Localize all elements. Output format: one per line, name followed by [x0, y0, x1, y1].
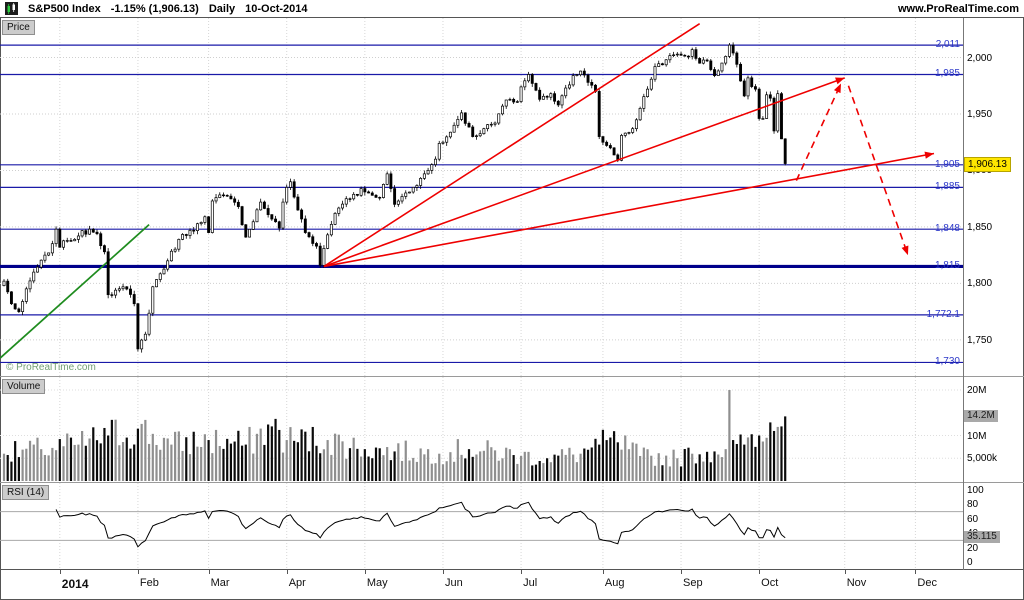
current-rsi-badge: 35.115: [964, 530, 1000, 543]
volume-chart[interactable]: [0, 377, 963, 482]
month-tick-mark: [681, 570, 683, 574]
panel-separator: [0, 376, 1024, 377]
volume-axis-label: 10M: [967, 430, 987, 442]
month-label: Sep: [683, 577, 703, 589]
month-label: 2014: [61, 577, 89, 591]
month-tick-mark: [364, 570, 366, 574]
month-label: Jun: [444, 577, 463, 589]
volume-panel-label[interactable]: Volume: [2, 379, 46, 394]
level-label: 1,905: [934, 158, 960, 170]
month-tick-mark: [208, 570, 210, 574]
month-label: Dec: [917, 577, 937, 589]
volume-axis-label: 5,000k: [967, 453, 998, 465]
price-axis-label: 1,950: [967, 108, 993, 120]
price-axis-label: 1,750: [967, 334, 993, 346]
level-label: 1,815: [934, 260, 960, 272]
rsi-chart[interactable]: [0, 483, 963, 569]
month-label: Jul: [523, 577, 538, 589]
month-tick-mark: [137, 570, 139, 574]
level-label: 1,885: [934, 181, 960, 193]
rsi-axis-label: 20: [967, 542, 979, 554]
month-tick-mark: [59, 570, 61, 574]
rsi-axis-label: 60: [967, 513, 979, 525]
month-tick-mark: [521, 570, 523, 574]
month-label: Mar: [210, 577, 230, 589]
current-volume-badge: 14.2M: [964, 410, 998, 423]
price-chart[interactable]: [0, 18, 963, 376]
month-tick-mark: [442, 570, 444, 574]
month-label: Nov: [846, 577, 867, 589]
level-label: 1,848: [934, 223, 960, 235]
month-label: Apr: [288, 577, 306, 589]
month-tick-mark: [602, 570, 604, 574]
month-label: Feb: [139, 577, 159, 589]
price-axis-label: 1,800: [967, 278, 993, 290]
rsi-axis-label: 80: [967, 499, 979, 511]
watermark: © ProRealTime.com: [6, 362, 96, 373]
month-label: Oct: [761, 577, 779, 589]
month-tick-mark: [915, 570, 917, 574]
month-tick-mark: [759, 570, 761, 574]
change-value: -1.15% (1,906.13): [110, 2, 199, 15]
symbol-title: S&P500 Index: [28, 2, 101, 15]
month-tick-mark: [844, 570, 846, 574]
website-link[interactable]: www.ProRealTime.com: [897, 2, 1019, 15]
volume-axis-label: 20M: [967, 385, 987, 396]
price-panel-label[interactable]: Price: [2, 20, 35, 35]
price-axis-label: 2,000: [967, 52, 993, 64]
month-label: May: [366, 577, 388, 589]
time-axis-separator: [0, 569, 1024, 570]
price-axis-line: [963, 18, 964, 570]
timeframe-label: Daily: [208, 2, 236, 15]
date-label: 10-Oct-2014: [245, 2, 308, 15]
level-label: 1,772.1: [926, 308, 960, 320]
price-axis-label: 1,850: [967, 221, 993, 233]
level-label: 1,985: [934, 68, 960, 80]
level-label: 2,011: [935, 39, 960, 51]
title-bar: S&P500 Index -1.15% (1,906.13) Daily 10-…: [0, 0, 1024, 18]
panel-separator: [0, 482, 1024, 483]
rsi-axis-label: 100: [967, 485, 984, 496]
month-label: Aug: [604, 577, 625, 589]
rsi-axis-label: 0: [967, 557, 973, 568]
rsi-panel-label[interactable]: RSI (14): [2, 485, 50, 500]
month-tick-mark: [286, 570, 288, 574]
current-price-badge: 1,906.13: [964, 156, 1011, 172]
app-logo-icon: [5, 2, 18, 15]
level-label: 1,730: [934, 356, 960, 368]
